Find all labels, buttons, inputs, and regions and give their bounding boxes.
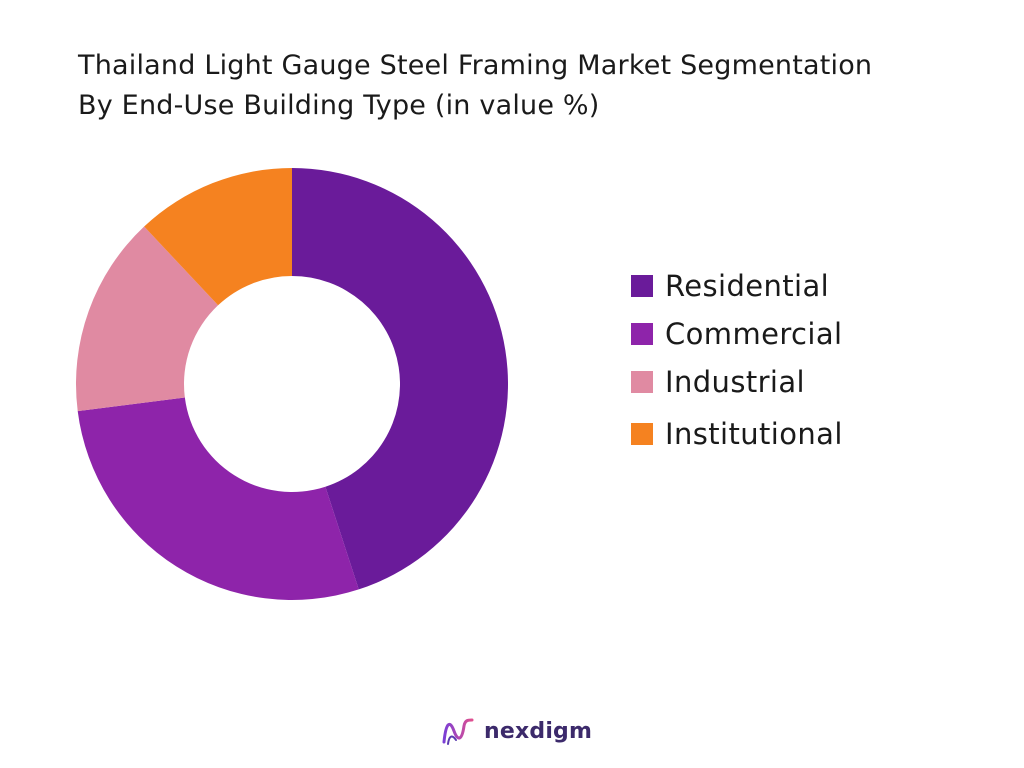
chart-title-line-1: Thailand Light Gauge Steel Framing Marke… <box>78 50 873 82</box>
legend-label-institutional: Institutional <box>665 417 843 451</box>
brand-name: nexdigm <box>484 718 593 744</box>
legend-item-institutional: Institutional <box>631 410 843 458</box>
legend-swatch-residential <box>631 275 653 297</box>
chart-title: Thailand Light Gauge Steel Framing Marke… <box>78 46 1008 126</box>
donut-slice-commercial <box>77 397 359 601</box>
donut-slice-industrial <box>76 226 219 412</box>
legend-item-commercial: Commercial <box>631 310 843 358</box>
brand-logo: nexdigm <box>440 716 592 746</box>
legend-label-industrial: Industrial <box>665 365 806 399</box>
legend-swatch-industrial <box>631 371 653 393</box>
legend-label-residential: Residential <box>665 269 830 303</box>
chart-legend: Residential Commercial Industrial Instit… <box>631 262 843 458</box>
nexdigm-logo-icon <box>442 718 474 745</box>
legend-item-industrial: Industrial <box>631 358 843 406</box>
chart-title-line-2: By End-Use Building Type (in value %) <box>78 90 600 122</box>
donut-slice-institutional <box>144 168 292 306</box>
legend-item-residential: Residential <box>631 262 843 310</box>
legend-label-commercial: Commercial <box>665 317 843 351</box>
legend-swatch-commercial <box>631 323 653 345</box>
legend-swatch-institutional <box>631 423 653 445</box>
donut-slice-residential <box>292 168 509 590</box>
